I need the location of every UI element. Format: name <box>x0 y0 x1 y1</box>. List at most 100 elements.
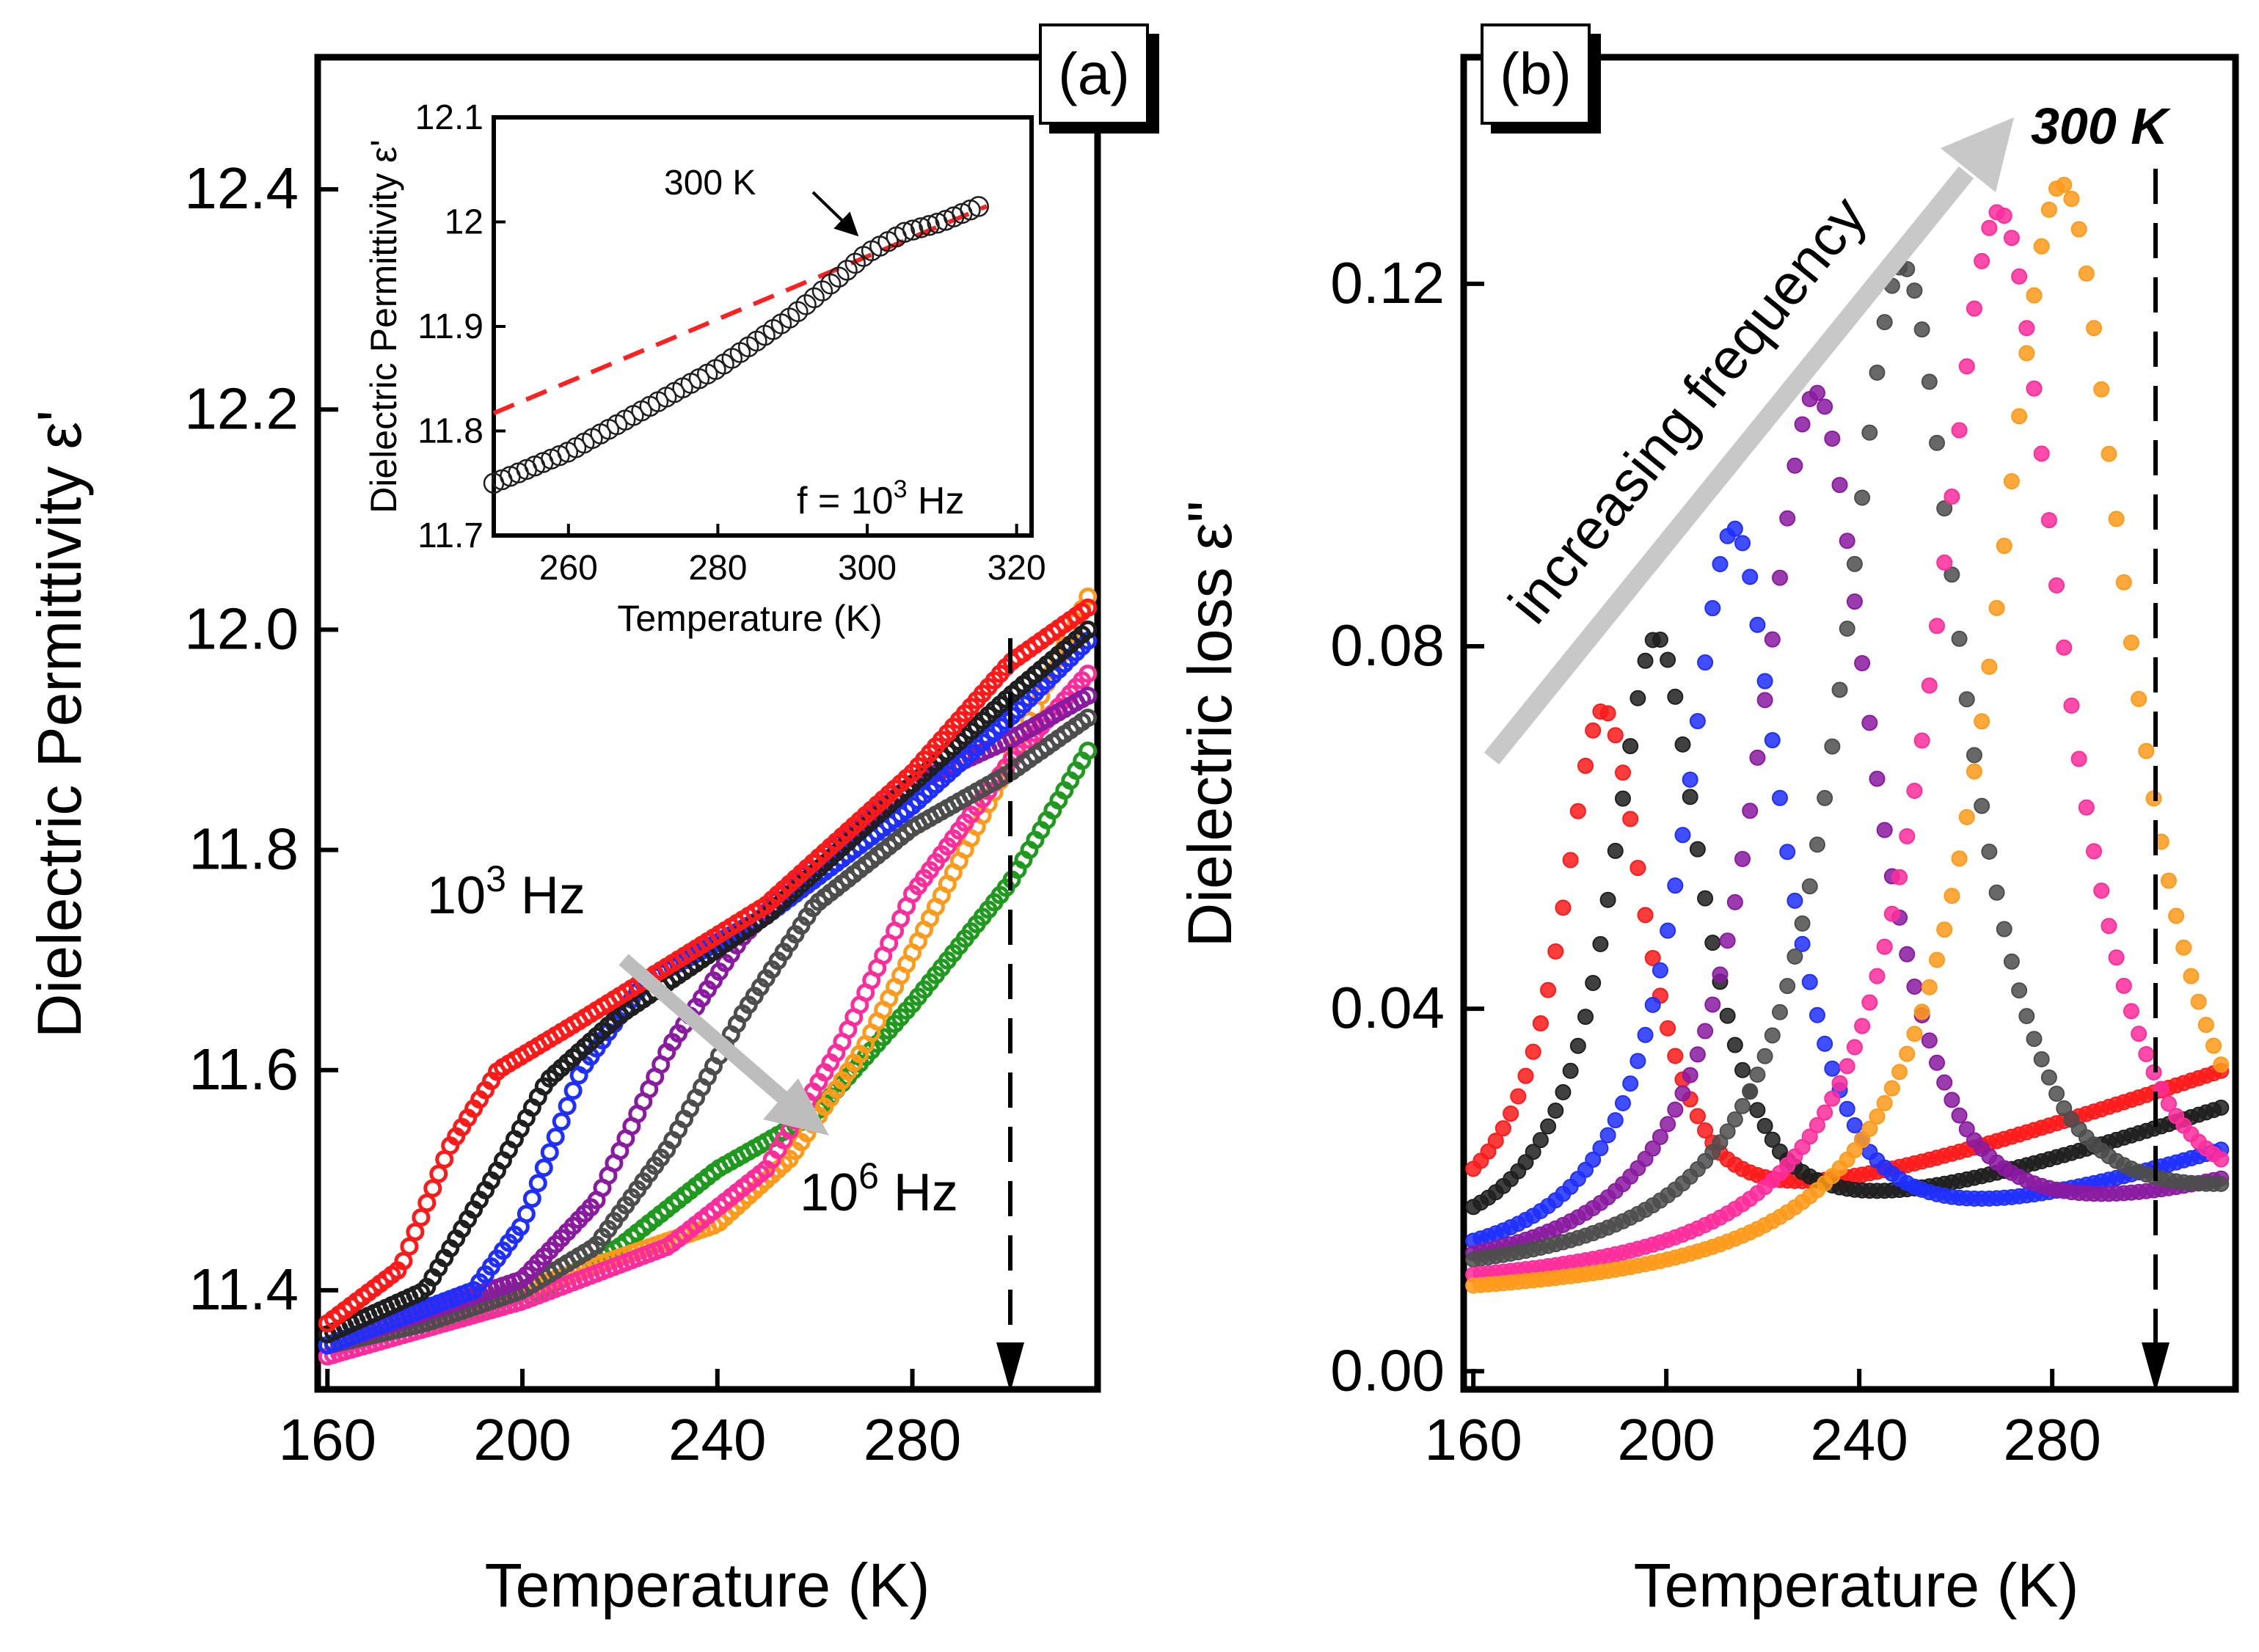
data-point <box>1921 373 1938 390</box>
data-point <box>1779 978 1796 995</box>
data-point <box>2175 939 2192 956</box>
data-point <box>2070 750 2087 767</box>
data-point <box>828 266 850 288</box>
data-point <box>2168 907 2185 924</box>
data-point <box>1674 1085 1691 1102</box>
data-point <box>2101 445 2117 462</box>
x-tick-label: 200 <box>473 1407 571 1472</box>
data-point <box>1869 1108 1886 1125</box>
data-point <box>1951 630 1968 647</box>
data-point <box>1794 416 1811 433</box>
inset-data <box>483 196 989 494</box>
y-tick-label: 11.8 <box>189 816 299 882</box>
data-point <box>1771 789 1788 806</box>
data-point <box>1809 1116 1825 1133</box>
inset-ticks: 260 280 300 320 11.7 11.8 11.9 12 12.1 <box>415 98 1046 588</box>
data-point <box>1562 852 1579 869</box>
data-point <box>2108 949 2125 966</box>
data-point <box>528 1174 547 1193</box>
inset-300k-label: 300 K <box>664 164 756 202</box>
panel-a-label-box <box>1039 23 1149 125</box>
annotation-high-frequency: 106 Hz <box>800 1155 958 1222</box>
data-point <box>1764 631 1781 648</box>
series-f5 <box>1465 259 2230 1268</box>
data-point <box>1794 935 1811 952</box>
data-point <box>795 294 817 315</box>
data-point <box>1929 951 1946 968</box>
data-point <box>1630 860 1646 877</box>
data-point <box>1532 1015 1549 1032</box>
data-point <box>1652 962 1668 979</box>
data-point <box>2048 1085 2065 1102</box>
data-point <box>1817 1035 1833 1052</box>
panel-b-x-axis-title: Temperature (K) <box>1634 1551 2079 1620</box>
panel-a: 160 200 240 280 11.4 11.6 11.8 12.0 12.2 12.4 (a)… <box>25 23 1159 1620</box>
data-point <box>522 1189 541 1208</box>
data-point <box>1652 632 1668 648</box>
data-point <box>1891 869 1908 885</box>
data-point <box>2190 993 2207 1010</box>
data-point <box>1697 1023 1714 1039</box>
data-point <box>1831 477 1848 494</box>
x-tick-label: 320 <box>988 549 1046 588</box>
data-point <box>1704 996 1721 1013</box>
y-tick-label: 11.7 <box>417 516 483 555</box>
series-f6 <box>1465 204 2230 1283</box>
data-point <box>1831 1075 1848 1092</box>
data-point <box>2048 577 2065 594</box>
data-point <box>1921 979 1938 995</box>
data-point <box>1906 1026 1923 1042</box>
x-tick-label: 280 <box>688 549 747 588</box>
data-point <box>2011 982 2028 999</box>
data-point <box>1996 921 2012 938</box>
series-f7 <box>1465 176 2230 1294</box>
data-point <box>1966 747 1982 764</box>
data-point <box>2131 690 2147 707</box>
data-point <box>1726 520 1743 537</box>
data-point <box>1779 510 1796 527</box>
data-point <box>836 260 858 281</box>
data-point <box>1869 364 1886 381</box>
data-point <box>1958 691 1975 708</box>
data-point <box>2160 872 2177 889</box>
data-point <box>1906 978 1923 995</box>
data-point <box>1660 651 1676 668</box>
data-point <box>1764 1027 1781 1044</box>
data-point <box>1592 935 1609 952</box>
data-point <box>1839 1100 1855 1117</box>
data-point <box>1944 566 1960 583</box>
data-point <box>1630 690 1646 706</box>
data-point <box>2063 191 2080 208</box>
inset-frequency-label: f = 103 Hz <box>797 475 964 522</box>
data-point <box>2123 635 2139 651</box>
data-point <box>1824 738 1841 755</box>
data-point <box>2033 1050 2050 1067</box>
data-point <box>1861 714 1878 731</box>
data-point <box>811 280 833 301</box>
y-tick-label: 11.9 <box>417 307 483 346</box>
data-point <box>1756 673 1773 690</box>
series-f3 <box>1465 520 2230 1249</box>
data-point <box>1801 973 1818 990</box>
data-point <box>1697 1122 1714 1139</box>
data-point <box>1495 1120 1511 1137</box>
data-point <box>1689 1108 1706 1125</box>
data-point <box>968 196 989 217</box>
data-point <box>1801 878 1818 895</box>
data-point <box>1503 1105 1519 1122</box>
data-point <box>1742 803 1759 819</box>
data-point <box>1726 893 1743 910</box>
data-point <box>1667 688 1684 705</box>
data-point <box>1921 1032 1938 1049</box>
data-point <box>1614 764 1631 781</box>
data-point <box>2086 843 2103 860</box>
data-point <box>1682 771 1698 788</box>
y-tick-label: 11.6 <box>189 1037 299 1102</box>
data-point <box>2033 238 2050 255</box>
data-point <box>1936 921 1953 938</box>
data-point <box>1936 1074 1953 1091</box>
data-point <box>2138 1045 2155 1062</box>
data-point <box>1637 652 1654 669</box>
data-point <box>517 1205 536 1224</box>
data-point <box>803 287 825 309</box>
